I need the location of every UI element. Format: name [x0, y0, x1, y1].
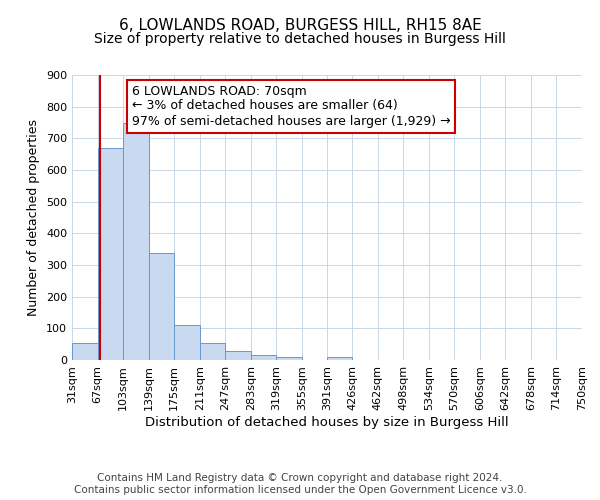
Text: Contains HM Land Registry data © Crown copyright and database right 2024.
Contai: Contains HM Land Registry data © Crown c… [74, 474, 526, 495]
Text: 6 LOWLANDS ROAD: 70sqm
← 3% of detached houses are smaller (64)
97% of semi-deta: 6 LOWLANDS ROAD: 70sqm ← 3% of detached … [131, 84, 450, 128]
Bar [72, 342, 98, 360]
Bar [200, 342, 225, 360]
Bar [276, 357, 302, 360]
Bar [149, 253, 174, 360]
X-axis label: Distribution of detached houses by size in Burgess Hill: Distribution of detached houses by size … [145, 416, 509, 428]
Bar [328, 357, 352, 360]
Bar [225, 351, 251, 360]
Bar [174, 325, 200, 360]
Bar [98, 148, 123, 360]
Bar [251, 355, 276, 360]
Text: Size of property relative to detached houses in Burgess Hill: Size of property relative to detached ho… [94, 32, 506, 46]
Text: 6, LOWLANDS ROAD, BURGESS HILL, RH15 8AE: 6, LOWLANDS ROAD, BURGESS HILL, RH15 8AE [119, 18, 481, 32]
Bar [123, 122, 149, 360]
Y-axis label: Number of detached properties: Number of detached properties [28, 119, 40, 316]
